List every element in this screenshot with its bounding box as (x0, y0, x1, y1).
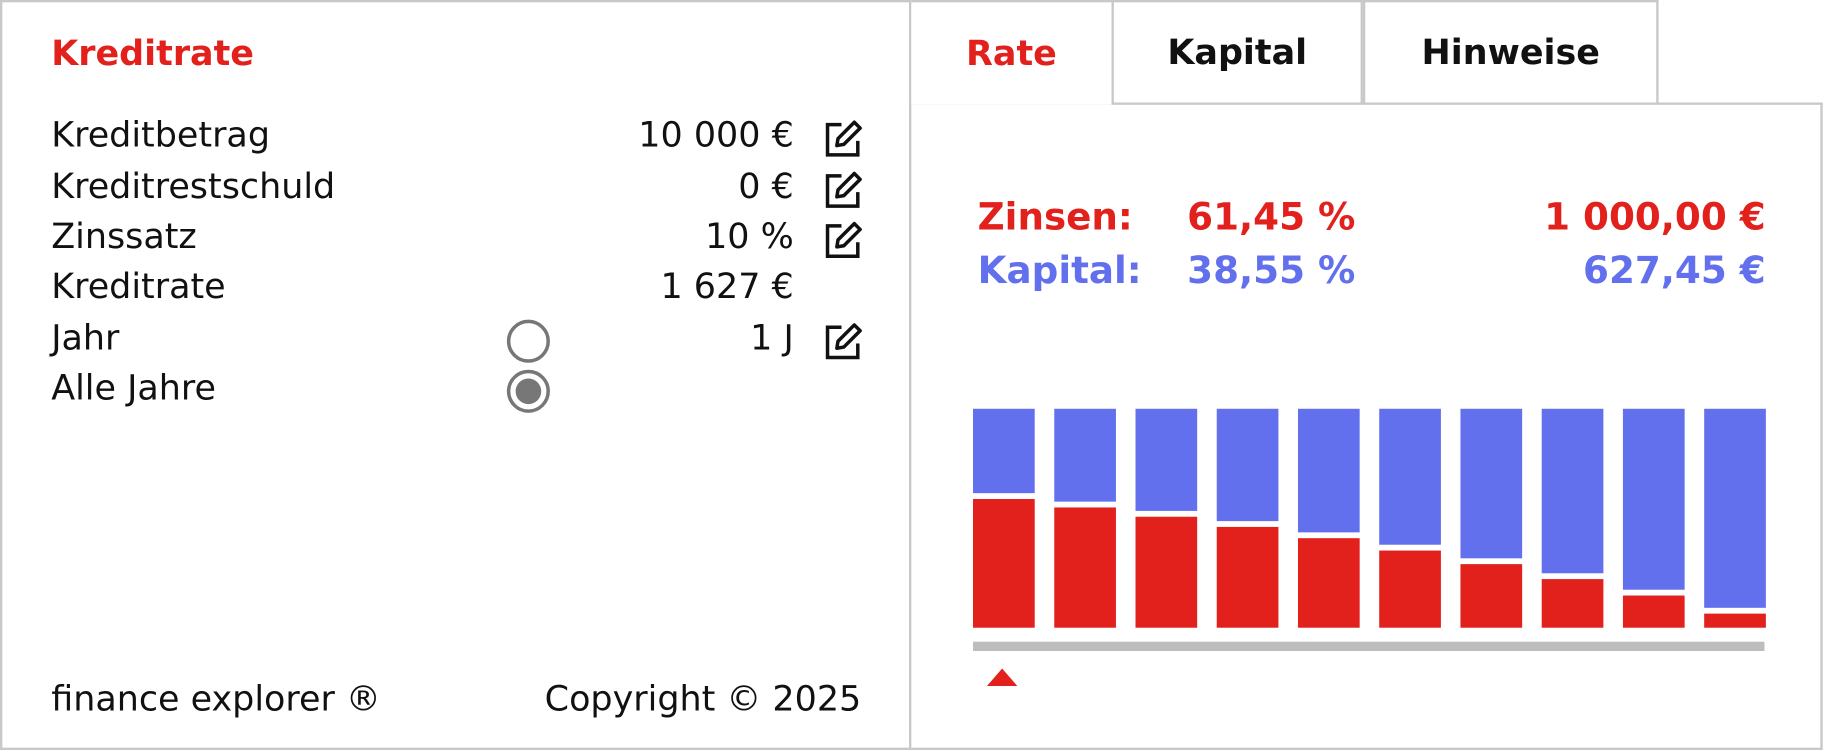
bar-segment (1297, 538, 1360, 628)
edit-icon[interactable] (825, 120, 862, 157)
bar-segment (1622, 595, 1685, 628)
summary-percent: 38,55 % (1187, 248, 1356, 293)
title: Kreditrate (51, 33, 254, 75)
radio-dot (515, 378, 542, 405)
brand: finance explorer ® (51, 678, 381, 720)
bar-segment (1135, 516, 1198, 628)
input-label: Kreditrestschuld (51, 166, 336, 208)
tab[interactable]: Rate (911, 0, 1112, 105)
radio-button[interactable] (506, 319, 550, 363)
bar-segment (1622, 408, 1685, 590)
right-panel (911, 102, 1823, 750)
tab[interactable]: Kapital (1111, 0, 1363, 103)
bar-segment (1379, 408, 1441, 545)
summary-label: Kapital: (977, 248, 1142, 293)
input-label: Kreditrate (51, 266, 226, 308)
year-marker[interactable] (986, 668, 1018, 686)
summary-label: Zinsen: (977, 194, 1133, 239)
summary-amount: 627,45 € (1583, 248, 1766, 293)
bar-segment (1054, 408, 1116, 502)
input-value: 1 J (750, 317, 794, 359)
copyright: Copyright © 2025 (544, 678, 862, 720)
input-value: 10 % (705, 216, 794, 258)
edit-icon[interactable] (825, 221, 862, 258)
bar-segment (1216, 408, 1279, 522)
bar-segment (1541, 579, 1604, 628)
bar-segment (973, 408, 1035, 494)
edit-icon[interactable] (825, 171, 862, 208)
edit-icon[interactable] (825, 323, 862, 360)
input-label: Zinssatz (51, 216, 197, 258)
bar-segment (1135, 408, 1198, 511)
bar-segment (1460, 408, 1523, 559)
bar-segment (1297, 408, 1360, 533)
bar-segment (1054, 507, 1116, 628)
input-label: Alle Jahre (51, 368, 216, 409)
tab[interactable]: Hinweise (1362, 0, 1659, 103)
input-value: 1 627 € (660, 266, 794, 308)
input-value: 10 000 € (638, 115, 794, 157)
timeline-track (973, 641, 1765, 652)
bar-segment (1379, 550, 1441, 628)
bar-segment (1216, 526, 1279, 628)
bar-segment (1541, 408, 1604, 574)
left-panel (0, 0, 912, 750)
bar-segment (1704, 408, 1766, 608)
input-label: Jahr (51, 317, 120, 359)
summary-amount: 1 000,00 € (1544, 194, 1766, 239)
summary-percent: 61,45 % (1187, 194, 1356, 239)
bar-segment (973, 499, 1035, 628)
input-value: 0 € (738, 166, 794, 208)
input-label: Kreditbetrag (51, 115, 270, 157)
bar-segment (1704, 613, 1766, 628)
bar-segment (1460, 564, 1523, 628)
